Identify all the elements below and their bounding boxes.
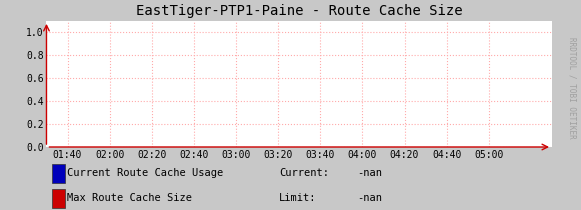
Text: RRDTOOL / TOBI OETIKER: RRDTOOL / TOBI OETIKER (568, 37, 577, 139)
Text: Limit:: Limit: (279, 193, 317, 203)
Text: -nan: -nan (357, 168, 382, 178)
Title: EastTiger-PTP1-Paine - Route Cache Size: EastTiger-PTP1-Paine - Route Cache Size (136, 4, 462, 18)
Text: -nan: -nan (357, 193, 382, 203)
Text: Current:: Current: (279, 168, 329, 178)
Text: Max Route Cache Size: Max Route Cache Size (67, 193, 192, 203)
Text: Current Route Cache Usage: Current Route Cache Usage (67, 168, 223, 178)
